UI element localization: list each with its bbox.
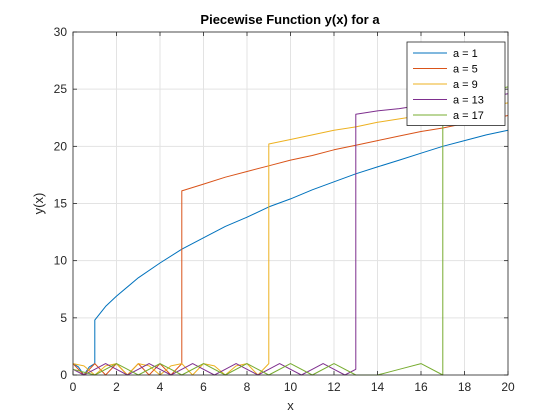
y-tick-label: 25 bbox=[54, 82, 68, 96]
y-tick-label: 30 bbox=[54, 25, 68, 39]
legend-label-3: a = 9 bbox=[453, 79, 478, 91]
chart-title: Piecewise Function y(x) for a bbox=[200, 12, 380, 27]
x-axis-label: x bbox=[287, 398, 294, 413]
y-tick-label: 20 bbox=[54, 139, 68, 153]
x-tick-label: 4 bbox=[157, 380, 164, 394]
x-tick-label: 16 bbox=[414, 380, 428, 394]
x-tick-label: 0 bbox=[70, 380, 77, 394]
x-tick-label: 2 bbox=[113, 380, 120, 394]
y-axis-label: y(x) bbox=[31, 193, 46, 215]
legend: a = 1 a = 5 a = 9 a = 13 a = 17 bbox=[406, 41, 506, 126]
x-tick-label: 20 bbox=[501, 380, 515, 394]
legend-label-1: a = 1 bbox=[453, 48, 478, 60]
y-tick-label: 0 bbox=[60, 368, 67, 382]
series-line-1 bbox=[72, 129, 509, 376]
x-tick-label: 6 bbox=[200, 380, 207, 394]
y-tick-label: 10 bbox=[54, 254, 68, 268]
legend-label-2: a = 5 bbox=[453, 64, 478, 76]
x-tick-label: 10 bbox=[284, 380, 298, 394]
legend-label-5: a = 17 bbox=[453, 110, 484, 122]
series-line-5 bbox=[72, 86, 509, 376]
y-tick-label: 15 bbox=[54, 197, 68, 211]
axis-ticks: 0 2 4 6 8 10 12 14 16 18 20 0 5 10 15 20 25 30 bbox=[54, 25, 515, 394]
x-tick-label: 18 bbox=[458, 380, 472, 394]
x-tick-label: 12 bbox=[327, 380, 341, 394]
x-tick-label: 14 bbox=[371, 380, 385, 394]
legend-label-4: a = 13 bbox=[453, 95, 484, 107]
x-tick-label: 8 bbox=[244, 380, 251, 394]
y-tick-label: 5 bbox=[60, 311, 67, 325]
